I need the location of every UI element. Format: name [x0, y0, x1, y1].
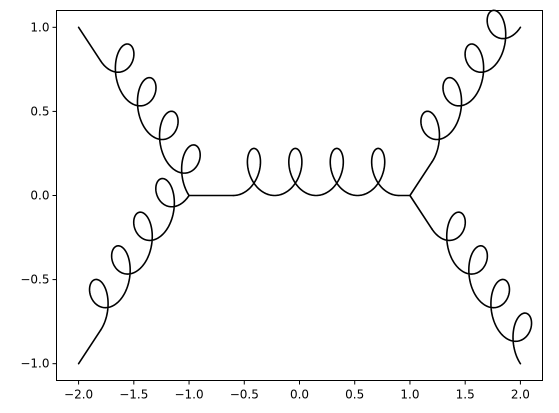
series-line-3 — [88, 177, 190, 331]
y-tick-label: 0.5 — [30, 104, 49, 118]
x-tick-label: 2.0 — [511, 388, 530, 402]
x-tick-label: −1.0 — [174, 388, 203, 402]
x-tick-label: 0.0 — [290, 388, 309, 402]
x-tick-label: −1.5 — [119, 388, 148, 402]
x-tick-label: 0.5 — [345, 388, 364, 402]
x-tick-label: 1.5 — [456, 388, 475, 402]
series-line-6 — [398, 161, 433, 197]
x-tick-label: 1.0 — [400, 388, 419, 402]
x-axis-ticks: −2.0 −1.5 −1.0 −0.5 0.0 0.5 1.0 1.5 2.0 — [64, 380, 530, 402]
x-tick-label: −0.5 — [230, 388, 259, 402]
y-tick-label: −1.0 — [20, 357, 49, 371]
series-line-9 — [431, 211, 533, 365]
y-tick-label: −0.5 — [20, 273, 49, 287]
series-line-7 — [420, 9, 522, 163]
y-tick-label: 0.0 — [30, 189, 49, 203]
x-tick-label: −2.0 — [64, 388, 93, 402]
plot-lines — [77, 9, 533, 365]
series-line-5 — [232, 147, 400, 197]
series-line-2 — [77, 329, 102, 365]
y-axis-ticks: −1.0 −0.5 0.0 0.5 1.0 — [20, 20, 57, 371]
series-line-1 — [99, 43, 201, 197]
series-line-8 — [409, 194, 433, 230]
series-line-0 — [77, 26, 102, 62]
y-tick-label: 1.0 — [30, 20, 49, 34]
